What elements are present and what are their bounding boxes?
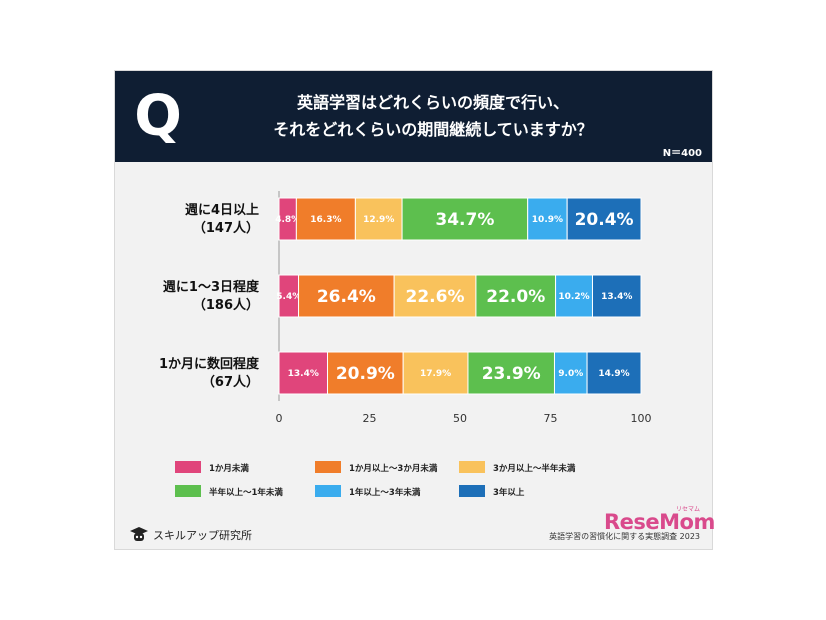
- bar-segment: [278, 351, 329, 395]
- bar-segment: [591, 274, 642, 318]
- data-label: 10.2%: [558, 292, 589, 302]
- bar-segment: [401, 197, 529, 241]
- legend-swatch: [459, 461, 485, 473]
- stacked-bar-chart: 週に4日以上 （147人） 4.8% 16.3% 12.9% 34.7% 10.9% 20.4…: [159, 191, 652, 498]
- data-label: 13.4%: [601, 292, 632, 302]
- category-label: （186人）: [193, 297, 259, 313]
- legend-swatch: [175, 461, 201, 473]
- legend-swatch: [459, 485, 485, 497]
- question-title-line1: 英語学習はどれくらいの頻度で行い、: [296, 93, 569, 112]
- q-icon: Q: [134, 84, 182, 149]
- legend-label: 1か月以上〜3か月未満: [349, 463, 438, 474]
- data-label: 16.3%: [310, 215, 341, 225]
- category-label: （67人）: [202, 374, 259, 390]
- bar-segment: [393, 274, 477, 318]
- brand-logo: スキルアップ研究所: [129, 525, 252, 545]
- legend-label: 半年以上〜1年未満: [209, 487, 283, 498]
- brand-name: スキルアップ研究所: [153, 529, 252, 542]
- data-label: 34.7%: [435, 210, 494, 230]
- bar-segment: [298, 274, 395, 318]
- bar-segment: [475, 274, 557, 318]
- graduation-cap-icon: [130, 527, 148, 541]
- category-label: 週に4日以上: [185, 203, 259, 218]
- data-label: 5.4%: [276, 292, 301, 302]
- bar-segment: [553, 351, 588, 395]
- resemom-watermark: ReseMom: [604, 510, 715, 534]
- data-label: 20.9%: [336, 364, 395, 384]
- data-label: 12.9%: [363, 215, 394, 225]
- data-label: 23.9%: [482, 364, 541, 384]
- data-label: 17.9%: [420, 369, 451, 379]
- legend-swatch: [315, 485, 341, 497]
- legend-label: 1年以上〜3年未満: [349, 487, 421, 498]
- sample-size-label: N＝400: [662, 148, 702, 159]
- data-label: 13.4%: [288, 369, 319, 379]
- legend-label: 3年以上: [493, 487, 525, 498]
- x-tick-label: 0: [276, 412, 283, 425]
- category-label: 週に1〜3日程度: [163, 279, 260, 295]
- bar-segment: [566, 197, 642, 241]
- data-label: 14.9%: [598, 369, 629, 379]
- x-tick-label: 50: [453, 412, 467, 425]
- category-label: （147人）: [193, 220, 259, 236]
- x-tick-label: 75: [544, 412, 558, 425]
- survey-card: Q 英語学習はどれくらいの頻度で行い、 それをどれくらいの期間継続していますか？…: [114, 70, 713, 550]
- question-header: Q 英語学習はどれくらいの頻度で行い、 それをどれくらいの期間継続していますか？…: [115, 71, 712, 162]
- legend-swatch: [315, 461, 341, 473]
- data-label: 22.6%: [406, 287, 465, 307]
- bar-segment: [555, 274, 593, 318]
- survey-source-note: 英語学習の習慣化に関する実態調査 2023: [549, 532, 700, 541]
- question-title-line2: それをどれくらいの期間継続していますか？: [273, 120, 593, 139]
- data-label: 10.9%: [532, 215, 563, 225]
- data-label: 26.4%: [317, 287, 376, 307]
- category-label: 1か月に数回程度: [159, 356, 260, 372]
- data-label: 22.0%: [486, 287, 545, 307]
- data-label: 9.0%: [558, 369, 583, 379]
- question-title: 英語学習はどれくらいの頻度で行い、 それをどれくらいの期間継続していますか？: [223, 89, 643, 143]
- data-label: 4.8%: [275, 215, 300, 225]
- watermark-reading: リセマム: [676, 506, 701, 513]
- legend-label: 1か月未満: [209, 463, 249, 474]
- x-tick-label: 100: [631, 412, 652, 425]
- legend-swatch: [175, 485, 201, 497]
- data-label: 20.4%: [575, 210, 634, 230]
- legend-label: 3か月以上〜半年未満: [493, 463, 576, 474]
- bar-segment: [586, 351, 642, 395]
- x-tick-label: 25: [363, 412, 377, 425]
